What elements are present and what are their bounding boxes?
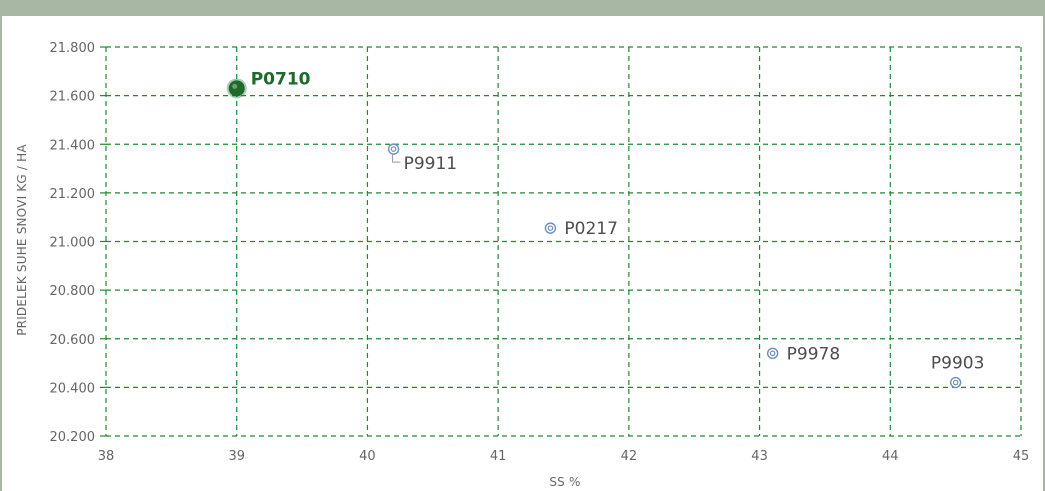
label-leader-line bbox=[392, 154, 401, 163]
point-label: P0217 bbox=[564, 219, 618, 239]
x-axis-title: SS % bbox=[549, 475, 580, 489]
point-label: P9903 bbox=[931, 354, 985, 374]
point-marker bbox=[387, 143, 400, 155]
x-tick-label: 39 bbox=[228, 449, 245, 464]
y-tick-label: 20.200 bbox=[50, 430, 96, 445]
point-marker-inner bbox=[952, 379, 959, 386]
x-tick-label: 41 bbox=[490, 449, 507, 464]
point-marker bbox=[544, 222, 557, 234]
point-label: P0710 bbox=[251, 69, 311, 89]
x-tick-label: 40 bbox=[359, 449, 376, 464]
y-tick-label: 21.800 bbox=[50, 41, 96, 56]
y-tick-label: 20.600 bbox=[50, 333, 96, 348]
y-tick-label: 20.400 bbox=[50, 381, 96, 396]
point-marker bbox=[766, 347, 779, 360]
point-label: P9978 bbox=[787, 344, 841, 364]
x-tick-label: 45 bbox=[1013, 449, 1030, 464]
point-marker-highlight bbox=[228, 80, 245, 97]
y-tick-labels: 20.200 20.400 20.600 20.800 21.000 21.200 21.4… bbox=[50, 41, 96, 445]
y-tick-label: 20.800 bbox=[50, 284, 96, 299]
point-marker-inner bbox=[390, 146, 397, 152]
x-tick-labels: 38 39 40 41 42 43 44 45 bbox=[98, 449, 1030, 464]
point-marker-inner bbox=[547, 225, 554, 231]
point-label: P9911 bbox=[404, 154, 458, 174]
y-tick-label: 21.400 bbox=[50, 138, 96, 153]
y-axis-title: PRIDELEK SUHE SNOVI KG / HA bbox=[15, 144, 29, 336]
data-points: P0710 P9911 P0217 P9978 P9903 bbox=[226, 69, 985, 389]
x-tick-label: 42 bbox=[621, 449, 638, 464]
x-tick-label: 43 bbox=[751, 449, 768, 464]
grid-lines bbox=[100, 46, 1022, 437]
x-tick-label: 44 bbox=[882, 449, 899, 464]
point-marker-inner bbox=[769, 350, 776, 357]
y-tick-label: 21.600 bbox=[50, 90, 96, 105]
point-shine bbox=[232, 83, 238, 89]
point-marker bbox=[949, 376, 962, 389]
y-tick-label: 21.200 bbox=[50, 187, 96, 202]
x-tick-label: 38 bbox=[98, 449, 115, 464]
y-tick-label: 21.000 bbox=[50, 236, 96, 251]
